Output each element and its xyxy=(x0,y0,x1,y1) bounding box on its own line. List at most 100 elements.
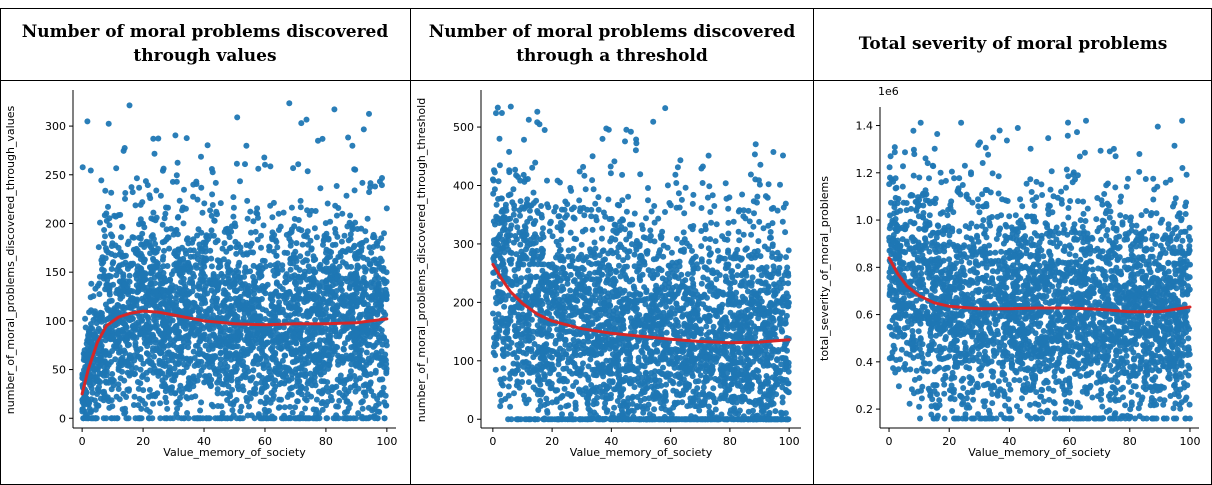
scatter-point xyxy=(303,397,310,404)
scatter-point xyxy=(124,342,131,349)
scatter-point xyxy=(126,102,133,109)
scatter-point xyxy=(533,197,540,204)
scatter-point xyxy=(253,340,260,346)
scatter-point xyxy=(358,415,365,422)
scatter-point xyxy=(258,387,265,394)
scatter-point xyxy=(570,336,577,343)
scatter-point xyxy=(125,238,132,245)
scatter-point xyxy=(175,414,182,421)
scatter-point xyxy=(173,172,180,179)
scatter-point xyxy=(383,290,390,296)
scatter-point xyxy=(254,205,261,212)
scatter-point xyxy=(373,240,380,247)
scatter-point xyxy=(279,306,286,313)
scatter-point xyxy=(493,110,499,117)
scatter-point xyxy=(265,362,272,368)
scatter-point xyxy=(203,415,210,422)
x-tick-label: 0 xyxy=(79,435,86,448)
scatter-point xyxy=(278,396,285,403)
scatter-point xyxy=(179,320,186,327)
scatter-point xyxy=(270,303,277,310)
scatter-point xyxy=(256,274,263,281)
scatter-point xyxy=(90,293,97,300)
scatter-point xyxy=(332,415,339,422)
scatter-point xyxy=(151,353,157,360)
scatter-point xyxy=(581,212,588,219)
scatter-point xyxy=(85,398,92,405)
scatter-point xyxy=(311,325,318,332)
scatter-point xyxy=(783,254,789,261)
scatter-point xyxy=(318,306,325,313)
scatter-point xyxy=(363,332,370,339)
scatter-point xyxy=(176,307,183,314)
scatter-point xyxy=(270,415,277,422)
scatter-point xyxy=(532,159,539,166)
scatter-point xyxy=(166,335,173,342)
scatter-point xyxy=(107,376,114,383)
scatter-point xyxy=(105,203,111,210)
scatter-point xyxy=(779,218,786,225)
scatter-point xyxy=(622,138,628,145)
scatter-point xyxy=(195,362,202,369)
scatter-point xyxy=(740,231,747,238)
scatter-point xyxy=(79,396,86,403)
scatter-point xyxy=(266,407,272,414)
scatter-point xyxy=(228,356,235,363)
scatter-point xyxy=(713,221,720,228)
scatter-point xyxy=(677,157,684,164)
scatter-point xyxy=(506,375,513,382)
scatter-point xyxy=(170,231,177,238)
scatter-point xyxy=(126,272,133,279)
scatter-point xyxy=(379,376,386,383)
scatter-point xyxy=(573,379,580,386)
scatter-point xyxy=(124,329,131,336)
scatter-point xyxy=(378,235,385,242)
scatter-point xyxy=(673,235,680,242)
scatter-point xyxy=(136,184,143,191)
scatter-point xyxy=(138,265,145,272)
scatter-point xyxy=(116,262,123,269)
scatter-point xyxy=(194,251,201,257)
scatter-point xyxy=(517,241,524,248)
scatter-point xyxy=(279,262,286,269)
scatter-point xyxy=(136,221,142,228)
scatter-point xyxy=(214,257,221,264)
scatter-point xyxy=(193,264,200,271)
scatter-point xyxy=(114,320,121,327)
scatter-point xyxy=(134,348,141,355)
scatter-point xyxy=(230,213,237,220)
scatter-point xyxy=(623,208,630,215)
scatter-point xyxy=(286,414,293,421)
scatter-point xyxy=(214,379,221,386)
scatter-point xyxy=(239,282,246,289)
scatter-point xyxy=(321,284,327,291)
scatter-point xyxy=(243,142,250,149)
scatter-point xyxy=(223,315,230,322)
scatter-point xyxy=(383,402,390,409)
fit-line xyxy=(80,309,389,396)
scatter-point xyxy=(270,392,277,399)
scatter-point xyxy=(327,293,334,299)
scatter-point xyxy=(382,392,389,399)
scatter-point xyxy=(265,396,271,403)
scatter-point xyxy=(118,335,125,341)
scatter-point xyxy=(236,259,243,266)
scatter-point xyxy=(664,244,671,251)
scatter-point xyxy=(233,160,240,167)
scatter-point xyxy=(354,265,361,272)
scatter-point xyxy=(251,309,258,316)
scatter-point xyxy=(369,305,376,312)
scatter-point xyxy=(578,241,585,248)
scatter-point xyxy=(187,310,193,317)
scatter-point xyxy=(101,212,108,219)
scatter-point xyxy=(572,399,579,406)
scatter-point xyxy=(198,229,205,236)
scatter-point xyxy=(291,272,298,279)
scatter-point xyxy=(154,262,161,269)
scatter-point xyxy=(253,380,260,387)
scatter-point xyxy=(84,118,91,125)
scatter-point xyxy=(216,309,223,316)
scatter-point xyxy=(509,351,516,357)
scatter-point xyxy=(210,331,217,338)
scatter-point xyxy=(617,393,623,400)
